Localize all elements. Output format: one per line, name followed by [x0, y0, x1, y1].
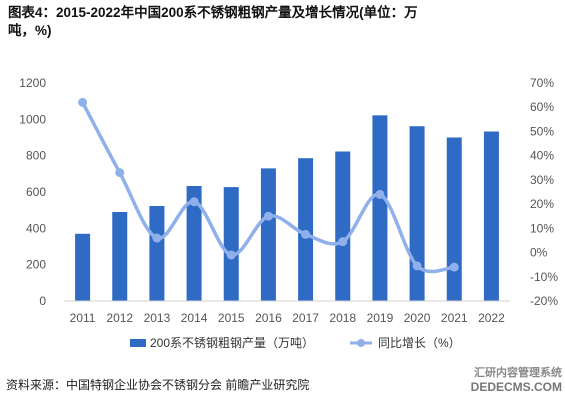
right-tick-label: -10%: [530, 270, 558, 284]
growth-point: [115, 168, 125, 178]
right-tick-label: 30%: [530, 173, 554, 187]
bar: [409, 126, 425, 301]
x-tick-label: 2016: [255, 311, 282, 325]
left-axis: 0 200 400 600 800 1000 1200: [19, 76, 46, 308]
legend-bar-label: 200系不锈钢粗钢产量（万吨）: [150, 336, 314, 350]
bar: [298, 158, 314, 301]
legend-line-label: 同比增长（%）: [378, 336, 461, 350]
legend: 200系不锈钢粗钢产量（万吨） 同比增长（%）: [130, 336, 461, 350]
bar: [483, 131, 499, 301]
bar: [149, 205, 165, 301]
x-tick-label: 2018: [329, 311, 356, 325]
right-tick-label: 70%: [530, 76, 554, 90]
chart-title: 图表4：2015-2022年中国200系不锈钢粗钢产量及增长情况(单位：万 吨，…: [8, 5, 418, 38]
right-tick-label: 50%: [530, 124, 554, 138]
line-series: [78, 97, 459, 274]
growth-point: [301, 229, 311, 239]
growth-point: [189, 197, 199, 207]
x-tick-label: 2019: [367, 311, 394, 325]
x-tick-label: 2022: [478, 311, 505, 325]
x-tick-label: 2021: [441, 311, 468, 325]
right-axis: -20% -10% 0% 10% 20% 30% 40% 50% 60% 70%: [530, 76, 558, 308]
left-tick-label: 1200: [19, 76, 46, 90]
left-tick-label: 400: [26, 221, 46, 235]
left-tick-label: 1000: [19, 112, 46, 126]
bar: [223, 187, 239, 301]
left-tick-label: 0: [39, 294, 46, 308]
x-axis: 2011 2012 2013 2014 2015 2016 2017 2018 2019 2020…: [70, 311, 505, 325]
bar: [260, 168, 276, 301]
growth-point: [449, 262, 459, 272]
watermark-line2: DEDECMS.COM: [470, 380, 562, 394]
x-tick-label: 2015: [218, 311, 245, 325]
growth-point: [412, 261, 422, 271]
x-tick-label: 2012: [106, 311, 133, 325]
growth-point: [263, 211, 273, 221]
bar: [112, 211, 128, 301]
x-tick-label: 2013: [144, 311, 171, 325]
growth-point: [338, 237, 348, 247]
legend-line-marker: [357, 339, 365, 347]
left-tick-label: 600: [26, 185, 46, 199]
left-tick-label: 800: [26, 149, 46, 163]
watermark: 汇研内容管理系统 DEDECMS.COM: [452, 364, 562, 394]
bar: [186, 186, 202, 301]
right-tick-label: 40%: [530, 149, 554, 163]
right-tick-label: 0%: [530, 246, 548, 260]
x-tick-label: 2017: [292, 311, 319, 325]
x-tick-label: 2014: [181, 311, 208, 325]
x-tick-label: 2020: [404, 311, 431, 325]
bar: [75, 233, 91, 301]
right-tick-label: 20%: [530, 197, 554, 211]
right-tick-label: 10%: [530, 221, 554, 235]
bar: [335, 151, 351, 301]
growth-point: [375, 189, 385, 199]
growth-point: [78, 97, 88, 107]
growth-point: [152, 233, 162, 243]
bar: [446, 137, 462, 301]
left-tick-label: 200: [26, 258, 46, 272]
bar: [372, 115, 388, 301]
right-tick-label: -20%: [530, 294, 558, 308]
x-tick-label: 2011: [70, 311, 96, 325]
growth-point: [226, 250, 236, 260]
legend-bar-swatch: [130, 339, 146, 347]
right-tick-label: 60%: [530, 100, 554, 114]
source-note: 资料来源：中国特钢企业协会不锈钢分会 前瞻产业研究院: [6, 378, 310, 392]
watermark-line1: 汇研内容管理系统: [474, 367, 562, 379]
bar-series: [75, 115, 499, 301]
